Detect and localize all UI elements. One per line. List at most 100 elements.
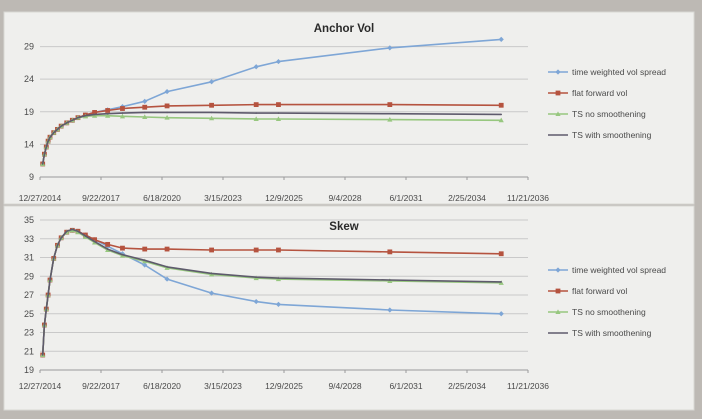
x-tick-label: 6/18/2020 <box>143 193 181 203</box>
data-point <box>276 102 281 108</box>
data-point <box>498 102 504 108</box>
data-point <box>43 153 46 155</box>
y-tick-label: 35 <box>24 215 34 225</box>
data-point <box>143 259 146 262</box>
x-tick-label: 11/21/2036 <box>507 381 549 391</box>
data-point <box>277 277 280 279</box>
data-point <box>387 102 393 108</box>
data-point <box>92 110 97 115</box>
data-point <box>121 253 124 256</box>
data-point <box>105 241 111 247</box>
x-tick-label: 2/25/2034 <box>448 381 486 391</box>
data-point <box>91 113 98 118</box>
data-point <box>166 266 168 268</box>
data-point <box>166 111 168 114</box>
data-point <box>93 240 96 243</box>
series-line <box>41 228 502 356</box>
legend-entry: time weighted vol spread <box>548 265 666 275</box>
data-point <box>77 230 79 233</box>
series-ts-with-smoothening <box>41 111 503 165</box>
data-point <box>93 113 96 116</box>
legend-label: time weighted vol spread <box>572 265 666 275</box>
y-tick-label: 29 <box>24 271 34 281</box>
legend-label: time weighted vol spread <box>572 67 666 77</box>
legend-marker <box>555 309 561 314</box>
legend-entry: flat forward vol <box>548 88 627 98</box>
data-point <box>142 246 148 252</box>
data-point <box>387 117 393 122</box>
x-tick-label: 12/9/2025 <box>265 381 303 391</box>
data-point <box>41 354 44 356</box>
legend-entry: TS with smoothening <box>548 328 652 338</box>
data-point <box>498 311 504 317</box>
y-tick-label: 14 <box>24 139 34 149</box>
data-point <box>164 276 170 282</box>
x-tick-label: 9/22/2017 <box>82 193 120 203</box>
data-point <box>92 237 97 243</box>
data-point <box>105 113 111 118</box>
legend-label: TS with smoothening <box>572 328 652 338</box>
legend-entry: time weighted vol spread <box>548 67 666 77</box>
data-point <box>52 131 55 134</box>
data-point <box>120 106 125 111</box>
x-tick-label: 3/15/2023 <box>204 193 242 203</box>
data-point <box>142 104 148 110</box>
x-tick-label: 11/21/2036 <box>507 193 549 203</box>
legend-entry: flat forward vol <box>548 286 627 296</box>
x-tick-label: 9/22/2017 <box>82 381 120 391</box>
data-point <box>275 58 282 65</box>
data-point <box>276 247 281 253</box>
data-point <box>253 102 259 108</box>
y-tick-label: 19 <box>24 365 34 375</box>
x-tick-label: 3/15/2023 <box>204 381 242 391</box>
skew-chart: 19 21 23 25 27 29 31 33 35 12/27/2014 9/22/2017 6/1… <box>3 205 695 411</box>
data-point <box>208 79 215 85</box>
legend-marker <box>555 90 561 96</box>
x-tick-label: 2/25/2034 <box>448 193 486 203</box>
data-point <box>52 257 55 260</box>
data-point <box>275 301 282 307</box>
y-tick-label: 29 <box>24 42 34 52</box>
data-point <box>164 246 170 252</box>
y-tick-label: 23 <box>24 328 34 338</box>
data-point <box>387 307 393 313</box>
data-point <box>84 114 87 117</box>
legend-marker <box>555 69 561 75</box>
series-line <box>41 111 502 165</box>
data-point <box>43 324 46 326</box>
data-point <box>143 111 146 114</box>
x-tick-label: 9/4/2028 <box>328 381 361 391</box>
legend-marker <box>555 267 561 273</box>
data-point <box>49 279 51 281</box>
data-point <box>71 119 74 122</box>
data-point <box>208 115 215 121</box>
anchor-vol-chart: 9 14 19 24 29 12/27/2014 9/22/2017 6/18/2020 3/1… <box>3 11 695 205</box>
data-point <box>275 116 282 121</box>
data-point <box>45 308 48 310</box>
y-tick-label: 24 <box>24 74 34 84</box>
legend-label: flat forward vol <box>572 286 627 296</box>
y-tick-label: 19 <box>24 107 34 117</box>
data-point <box>105 108 111 113</box>
data-point <box>119 113 126 119</box>
data-point <box>389 279 391 281</box>
legend-label: flat forward vol <box>572 88 627 98</box>
data-point <box>500 113 503 116</box>
data-point <box>56 244 59 247</box>
data-point <box>65 230 68 233</box>
y-tick-label: 25 <box>24 309 34 319</box>
legend-marker <box>555 111 561 116</box>
data-point <box>389 112 391 115</box>
data-point <box>106 248 109 250</box>
chart-title: Anchor Vol <box>314 23 374 35</box>
data-point <box>498 117 504 123</box>
data-point <box>208 290 215 296</box>
data-point <box>45 146 48 148</box>
y-tick-label: 31 <box>24 253 34 263</box>
data-point <box>71 228 74 231</box>
data-point <box>120 245 125 251</box>
data-point <box>41 163 44 165</box>
data-point <box>253 247 259 253</box>
data-point <box>253 116 259 121</box>
